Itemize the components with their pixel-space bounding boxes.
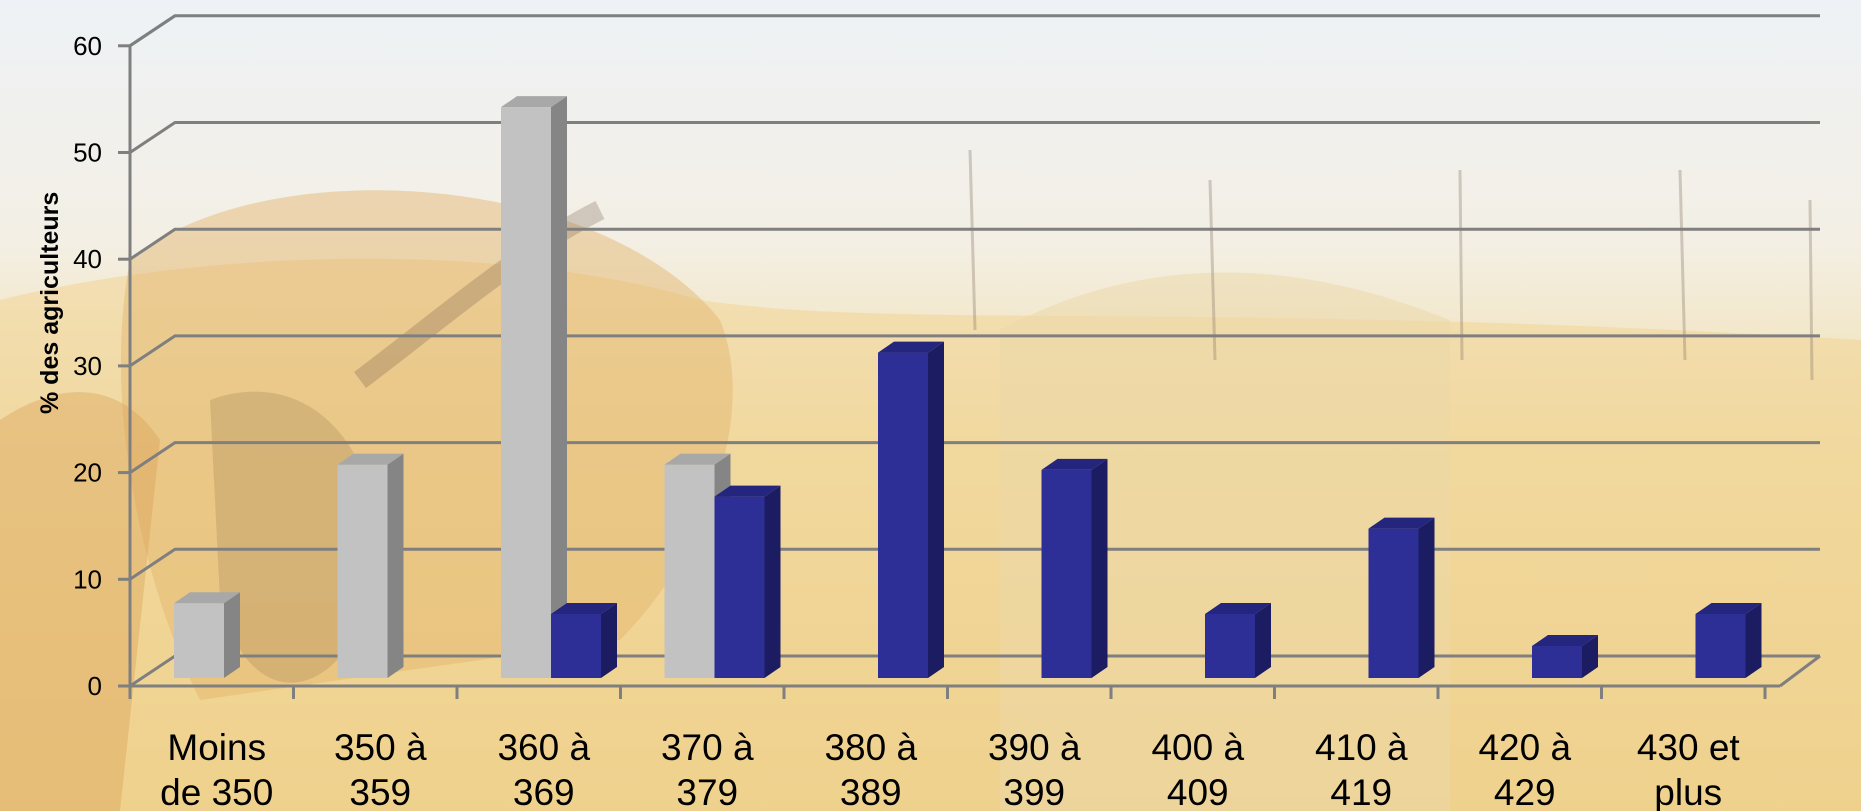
bar-series-2 — [1368, 517, 1435, 678]
y-tick-label: 30 — [73, 351, 102, 381]
bar-series-1 — [174, 592, 240, 678]
x-category-label: 369 — [513, 772, 575, 811]
bar-front — [174, 603, 224, 678]
y-tick-label: 20 — [73, 458, 102, 488]
x-category-label: 410 à — [1315, 727, 1408, 768]
bar-top — [1041, 458, 1108, 470]
bar-front — [714, 496, 765, 678]
y-tick-label: 40 — [73, 244, 102, 274]
bar-series-2 — [1695, 602, 1762, 678]
x-category-label: 390 à — [988, 727, 1081, 768]
bar-side — [387, 453, 404, 678]
x-category-label: 420 à — [1478, 727, 1571, 768]
x-category-label: 379 — [676, 772, 738, 811]
gridline — [129, 334, 1820, 368]
bar-front — [551, 613, 601, 678]
bar-side — [1255, 602, 1271, 678]
bar-front — [1695, 613, 1746, 678]
y-tick-labels: 0 10 20 30 40 50 60 — [73, 31, 102, 701]
y-axis-label: % des agriculteurs — [36, 192, 65, 414]
y-tick-label: 60 — [73, 31, 102, 61]
x-category-label: 419 — [1330, 772, 1392, 811]
x-category-labels: Moins de 350 350 à 359 360 à 369 370 à 379 380 à… — [160, 727, 1740, 811]
bar-top — [551, 602, 617, 614]
x-category-label: 399 — [1003, 772, 1065, 811]
bar-series-1 — [501, 96, 567, 678]
x-category-label: 389 — [840, 772, 902, 811]
bar-side — [551, 96, 567, 678]
bar-front — [501, 107, 551, 678]
gridline — [129, 227, 1820, 261]
bar-front — [1205, 613, 1255, 678]
bars — [174, 96, 1762, 678]
bar-series-2 — [551, 602, 617, 678]
bar-top — [878, 341, 944, 353]
bar-top — [337, 453, 404, 465]
bar-top — [1532, 634, 1598, 646]
bar-series-2 — [878, 341, 944, 678]
bar-front — [878, 352, 928, 678]
bar-front — [664, 464, 715, 678]
bar-side — [928, 341, 944, 678]
bar-side — [1091, 458, 1108, 678]
x-category-label: 359 — [349, 772, 411, 811]
y-axis — [118, 14, 176, 688]
bar-side — [1745, 602, 1762, 678]
bar-top — [501, 96, 567, 108]
y-tick-label: 50 — [73, 138, 102, 168]
x-axis — [128, 684, 1780, 699]
x-category-label: 360 à — [497, 727, 590, 768]
bar-side — [764, 485, 781, 678]
x-category-label: 430 et — [1637, 727, 1741, 768]
bar-front — [1041, 469, 1092, 678]
bar-series-2 — [1532, 634, 1598, 678]
bar-side — [1582, 634, 1598, 678]
x-category-label: Moins — [167, 727, 266, 768]
x-category-label: 409 — [1167, 772, 1229, 811]
y-tick-label: 0 — [88, 671, 102, 701]
gridline — [129, 14, 1820, 48]
bar-top — [714, 485, 781, 497]
bar-series-2 — [1041, 458, 1108, 678]
gridline — [129, 121, 1820, 154]
bar-front — [1368, 528, 1419, 678]
bar-top — [664, 453, 731, 465]
x-category-label: plus — [1654, 772, 1722, 811]
bar-front — [1532, 645, 1582, 678]
x-category-label: 350 à — [334, 727, 427, 768]
x-category-label: 370 à — [661, 727, 754, 768]
y-tick-label: 10 — [73, 564, 102, 594]
bar-top — [174, 592, 240, 604]
y-axis-top — [129, 14, 176, 48]
x-category-label: de 350 — [160, 772, 273, 811]
floor-edge — [1779, 654, 1821, 688]
bar-front — [337, 464, 388, 678]
bar-side — [224, 592, 240, 678]
gridline — [129, 547, 1820, 581]
bar-top — [1368, 517, 1435, 529]
bar-top — [1695, 602, 1762, 614]
x-category-label: 400 à — [1151, 727, 1244, 768]
x-category-label: 380 à — [824, 727, 917, 768]
bar-series-2 — [1205, 602, 1271, 678]
bar-series-2 — [714, 485, 781, 678]
bar-top — [1205, 602, 1271, 614]
gridline — [129, 441, 1820, 474]
x-category-label: 429 — [1494, 772, 1556, 811]
bar-side — [1418, 517, 1435, 678]
bar-series-1 — [337, 453, 404, 678]
bar-side — [601, 602, 617, 678]
